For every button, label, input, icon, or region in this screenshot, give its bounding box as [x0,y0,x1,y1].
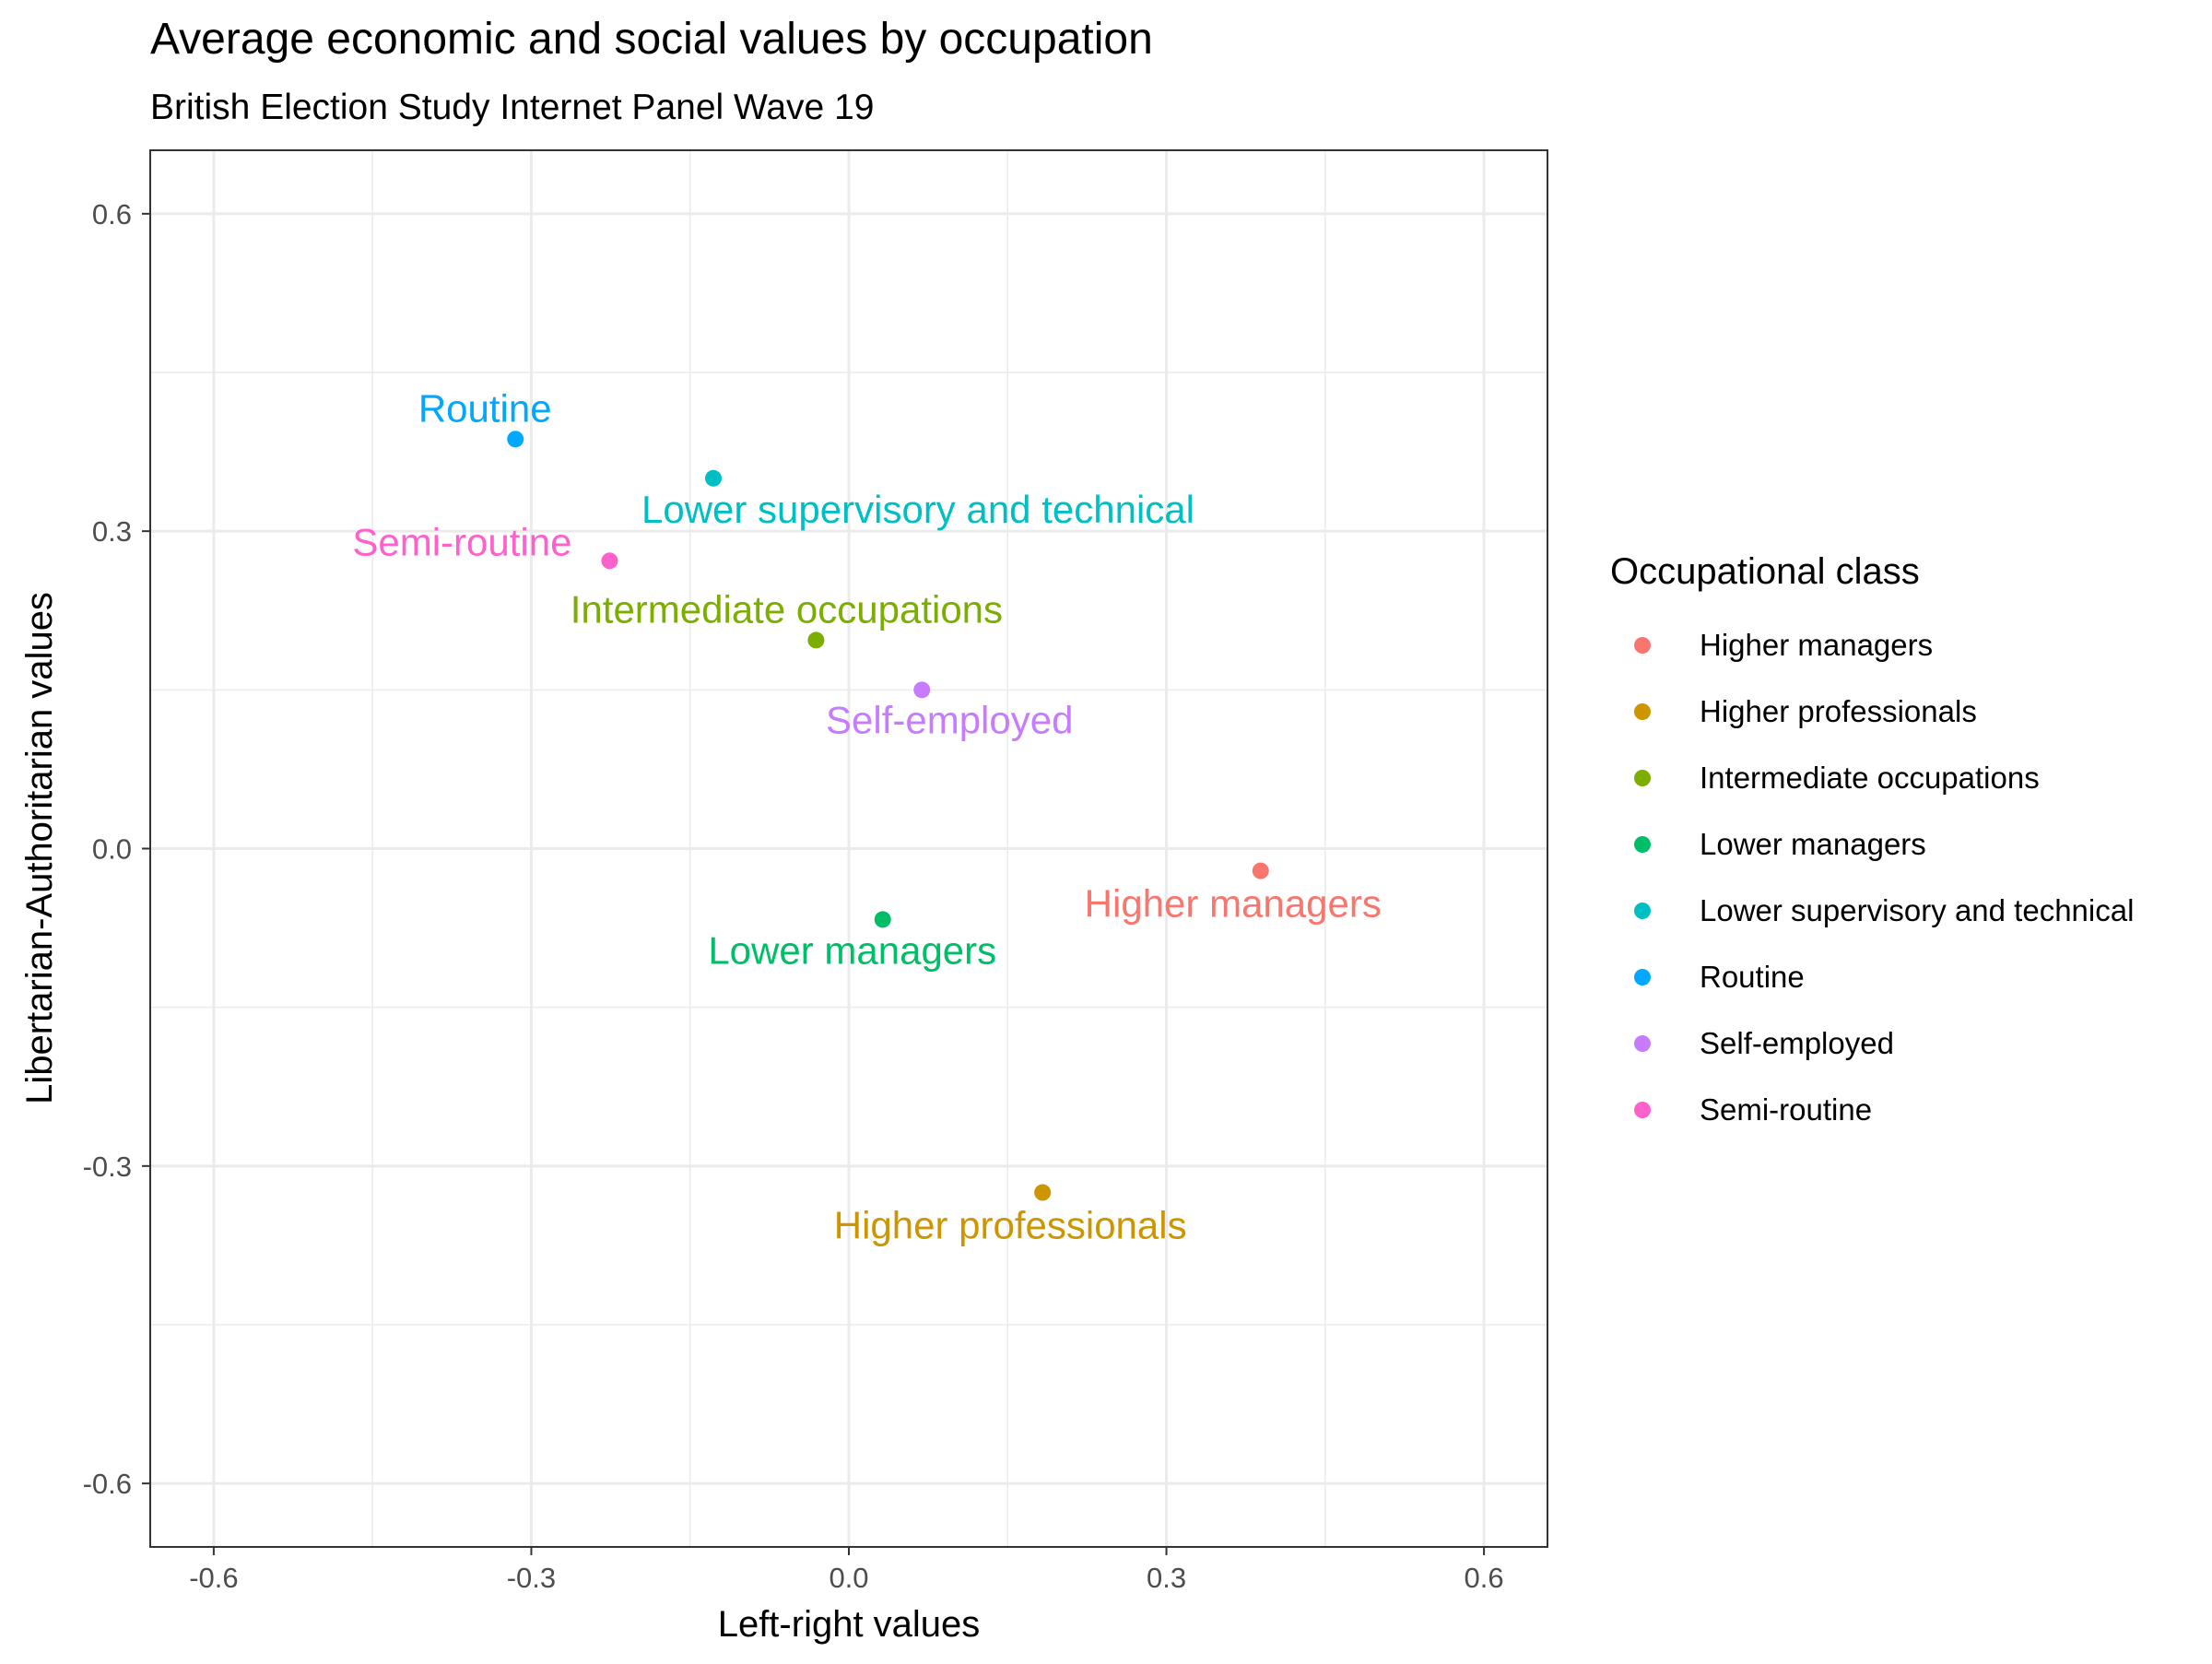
legend-key-intermediate-occupations [1634,770,1651,786]
legend-key-routine [1634,969,1651,985]
legend-key-higher-managers [1634,637,1651,654]
legend-label-intermediate-occupations: Intermediate occupations [1700,761,2040,795]
legend-item-lower-managers: a Lower managers [1634,827,1926,861]
point-higher-managers [1252,862,1269,879]
point-label-higher-professionals: Higher professionals [834,1204,1187,1247]
point-label-lower-managers: Lower managers [708,928,996,972]
x-tick-label: -0.6 [189,1562,238,1594]
point-lower-supervisory-and-technical [704,469,722,487]
legend-item-lower-supervisory-and-technical: a Lower supervisory and technical [1634,893,2134,927]
y-tick-label: 0.0 [92,833,132,866]
legend-item-semi-routine: a Semi-routine [1634,1092,1872,1127]
y-tick-label: -0.6 [83,1468,132,1500]
legend-key-glyph: a [1638,970,1648,989]
legend-item-higher-managers: a Higher managers [1634,628,1933,662]
point-label-intermediate-occupations: Intermediate occupations [571,587,1003,631]
x-tick-label: 0.0 [829,1562,868,1594]
legend-key-glyph: a [1638,638,1648,657]
x-axis-label: Left-right values [718,1604,981,1645]
point-label-self-employed: Self-employed [826,698,1073,741]
point-lower-managers [874,911,891,928]
legend-item-self-employed: a Self-employed [1634,1026,1894,1060]
point-semi-routine [601,552,618,570]
point-label-semi-routine: Semi-routine [352,520,571,563]
legend-label-lower-managers: Lower managers [1700,827,1926,861]
y-axis: -0.6 -0.3 0.0 0.3 0.6 [83,198,150,1500]
legend-key-glyph: a [1638,704,1648,724]
point-label-higher-managers: Higher managers [1085,882,1382,926]
legend-key-semi-routine [1634,1102,1651,1118]
y-tick-label: 0.6 [92,198,132,230]
legend-key-glyph: a [1638,1103,1648,1122]
chart-subtitle: British Election Study Internet Panel Wa… [150,88,874,127]
legend-key-glyph: a [1638,771,1648,790]
legend-label-higher-professionals: Higher professionals [1700,694,1977,728]
x-tick-label: 0.3 [1147,1562,1186,1594]
x-tick-label: 0.6 [1465,1562,1504,1594]
legend: Occupational class a Higher managers a High… [1610,551,2134,1127]
y-tick-label: -0.3 [83,1151,132,1183]
legend-label-lower-supervisory-and-technical: Lower supervisory and technical [1700,893,2134,927]
point-labels: Higher managers Higher professionals Inter… [352,386,1381,1246]
legend-label-routine: Routine [1700,960,1805,994]
chart-title: Average economic and social values by oc… [150,15,1153,64]
point-higher-professionals [1034,1184,1052,1201]
data-points [507,431,1269,1201]
legend-item-higher-professionals: a Higher professionals [1634,694,1977,728]
legend-key-higher-professionals [1634,703,1651,720]
point-self-employed [913,681,931,699]
legend-label-semi-routine: Semi-routine [1700,1092,1872,1127]
y-axis-label: Libertarian-Authoritarian values [19,592,60,1104]
legend-item-intermediate-occupations: a Intermediate occupations [1634,761,2040,795]
point-intermediate-occupations [807,631,825,649]
legend-title: Occupational class [1610,551,1920,592]
point-routine [507,431,524,448]
x-tick-label: -0.3 [507,1562,556,1594]
legend-key-lower-managers [1634,836,1651,853]
legend-label-self-employed: Self-employed [1700,1026,1894,1060]
x-axis: -0.6 -0.3 0.0 0.3 0.6 [189,1547,1504,1594]
legend-item-routine: a Routine [1634,960,1805,994]
legend-key-glyph: a [1638,1036,1648,1056]
legend-key-lower-supervisory-and-technical [1634,903,1651,919]
y-tick-label: 0.3 [92,515,132,548]
legend-key-glyph: a [1638,903,1648,923]
grid-major-lines [150,150,1547,1547]
legend-items: a Higher managers a Higher professionals a In… [1634,628,2134,1127]
point-label-routine: Routine [418,386,552,430]
point-label-lower-supervisory-and-technical: Lower supervisory and technical [641,488,1194,531]
legend-key-glyph: a [1638,837,1648,856]
legend-key-self-employed [1634,1035,1651,1052]
legend-label-higher-managers: Higher managers [1700,628,1933,662]
